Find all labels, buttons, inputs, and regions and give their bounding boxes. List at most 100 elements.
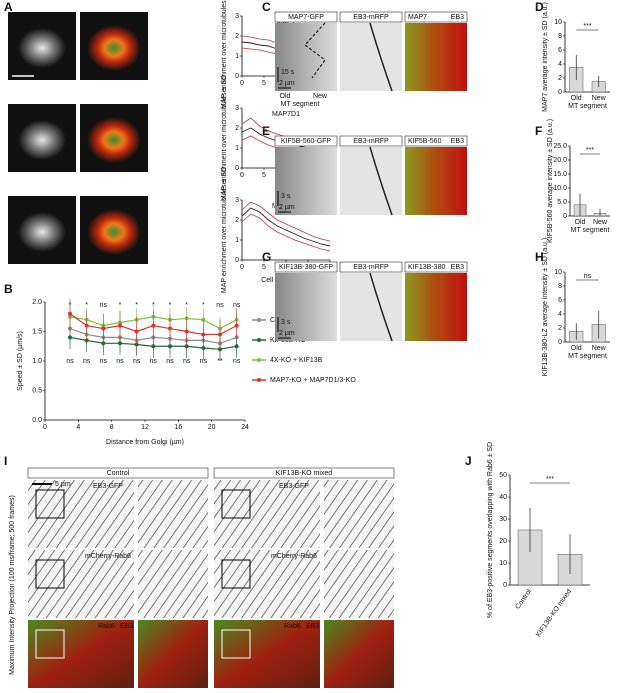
significance: ns [116, 358, 124, 365]
kymo-header [404, 11, 468, 23]
legend-dot [257, 338, 261, 342]
channel-label: EB3 [120, 623, 133, 630]
significance: *** [546, 476, 554, 483]
group-header [27, 467, 209, 479]
kymo-header [339, 135, 403, 147]
x-tick-label: Old [571, 345, 582, 352]
micrograph [28, 620, 134, 688]
significance: ns [200, 358, 208, 365]
y-tick-label: 50 [499, 472, 507, 479]
micrograph [28, 480, 134, 548]
segment-label: New [313, 93, 328, 100]
roi [35, 559, 65, 589]
significance: ns [133, 358, 141, 365]
y-tick-label: 20.0 [553, 157, 567, 164]
point [151, 323, 156, 328]
significance: ns [150, 358, 158, 365]
y-axis-label: MAP enrichment over microtubules ± SD [221, 75, 228, 201]
y-tick-label: 2 [235, 33, 239, 40]
y-tick-label: 1 [235, 145, 239, 152]
y-tick-label: 0 [503, 582, 507, 589]
y-tick-label: 10.0 [553, 185, 567, 192]
x-tick-label: KIF13B-KO mixed [535, 588, 573, 638]
channel-label: MAP7 [408, 14, 427, 21]
y-tick-label: 20 [499, 538, 507, 545]
significance: * [202, 302, 205, 309]
y-tick-label: 1 [235, 53, 239, 60]
x-tick-label: Old [575, 219, 586, 226]
kymo-header [339, 11, 403, 23]
significance: ** [217, 358, 223, 365]
roi [221, 559, 251, 589]
channel-label: EB3 [451, 138, 464, 145]
channel-label: EB3-GFP [93, 483, 123, 490]
y-tick-label: 30 [499, 516, 507, 523]
roi [35, 489, 65, 519]
channel-label: EB3-mRFP [353, 14, 389, 21]
channel-label: KIF13B-380 [408, 264, 445, 271]
zoom [138, 480, 208, 548]
x-tick-label: 12 [141, 424, 149, 431]
kymograph [275, 147, 337, 215]
panel-letter: H [535, 250, 544, 264]
significance: ns [183, 358, 191, 365]
y-axis-label: MAP enrichment over microtubules ± SD [221, 167, 228, 293]
significance: ns [233, 302, 241, 309]
significance: ns [166, 358, 174, 365]
legend-dot [257, 378, 261, 382]
x-tick-label: 20 [208, 424, 216, 431]
eb3-track [369, 22, 393, 92]
kymo-header [404, 261, 468, 273]
significance: * [169, 302, 172, 309]
y-tick-label: 15.0 [553, 171, 567, 178]
panel-letter: F [535, 124, 542, 138]
y-tick-label: 1.0 [32, 358, 42, 365]
panel-letter: J [465, 454, 472, 468]
scale-label: 2 µm [279, 204, 295, 211]
point [184, 329, 189, 334]
significance: * [185, 302, 188, 309]
y-tick-label: 4 [558, 311, 562, 318]
y-tick-label: 1.5 [32, 328, 42, 335]
y-tick-label: 8 [558, 283, 562, 290]
roi [221, 489, 251, 519]
legend-dot [257, 358, 261, 362]
segment-label: MT segment [281, 101, 320, 108]
kymograph [340, 23, 402, 91]
y-axis-label: KIF5B-560 average intensity ± SD (a.u.) [547, 119, 554, 243]
micrograph [214, 480, 320, 548]
kymo-header [274, 11, 338, 23]
panel-letter: E [262, 124, 270, 138]
point [118, 341, 122, 346]
scale-label: 3 s [281, 193, 291, 200]
significance: ns [100, 358, 108, 365]
legend-label: MAP7-KO + MAP7D1/3-KO [270, 377, 356, 384]
sd-line [241, 201, 331, 242]
scale-label: 20 µm [12, 68, 32, 75]
channel-label: MAP7 [11, 15, 30, 22]
cell [18, 28, 66, 68]
legend-label: 4X-KO + KIF13B [270, 357, 323, 364]
eb3-track [369, 272, 393, 342]
x-tick-label: 0 [240, 264, 244, 271]
legend-dot [257, 318, 261, 322]
significance: ns [83, 358, 91, 365]
y-axis-label: KIF13B-380-LZ average intensity ± SD (a.… [542, 238, 549, 376]
y-tick-label: 0 [558, 89, 562, 96]
x-axis-label: MT segment [568, 103, 607, 110]
x-tick-label: New [592, 345, 607, 352]
x-tick-label: 0 [240, 80, 244, 87]
channel-label: Rab6 [98, 623, 115, 630]
significance: ns [100, 302, 108, 309]
x-axis-label: MT segment [571, 227, 610, 234]
significance: * [152, 302, 155, 309]
panel-letter: C [262, 0, 271, 14]
point [201, 332, 206, 337]
channel-label: EB3-GFP [279, 483, 309, 490]
channel-label: EB3 [451, 14, 464, 21]
y-tick-label: 2 [235, 125, 239, 132]
cell [87, 209, 141, 255]
y-tick-label: 3 [235, 13, 239, 20]
